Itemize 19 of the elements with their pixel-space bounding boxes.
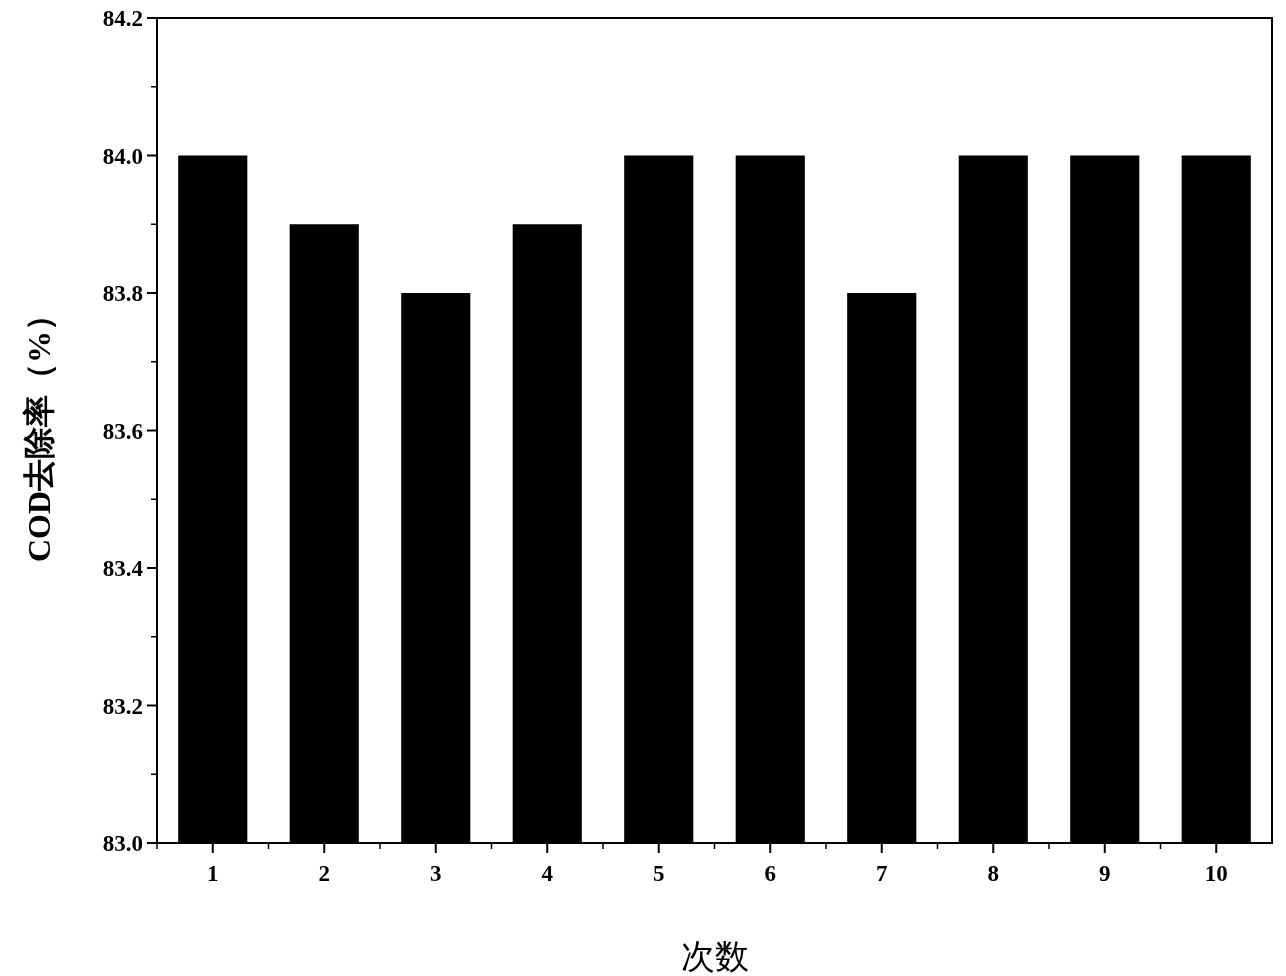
x-tick-label: 5 — [653, 861, 665, 886]
x-axis-title: 次数 — [680, 938, 749, 975]
y-tick-label: 83.6 — [102, 418, 143, 444]
x-tick-label: 4 — [541, 861, 554, 886]
y-tick-label: 84.2 — [102, 6, 143, 31]
x-tick-label: 9 — [1099, 861, 1111, 886]
y-tick-label: 83.4 — [102, 556, 144, 581]
x-tick-label: 7 — [876, 861, 888, 886]
x-tick-label: 2 — [318, 861, 330, 886]
x-tick-label: 1 — [207, 861, 219, 886]
y-tick-label: 83.0 — [102, 831, 143, 856]
y-tick-label: 84.0 — [102, 143, 143, 169]
y-tick-label: 83.8 — [102, 281, 143, 306]
x-tick-label: 6 — [764, 861, 776, 886]
x-tick-label: 3 — [430, 861, 442, 886]
x-tick-label: 10 — [1204, 861, 1228, 886]
y-tick-label: 83.2 — [102, 693, 143, 719]
y-axis-title: COD去除率（%） — [21, 298, 57, 563]
x-tick-label: 8 — [987, 861, 999, 886]
